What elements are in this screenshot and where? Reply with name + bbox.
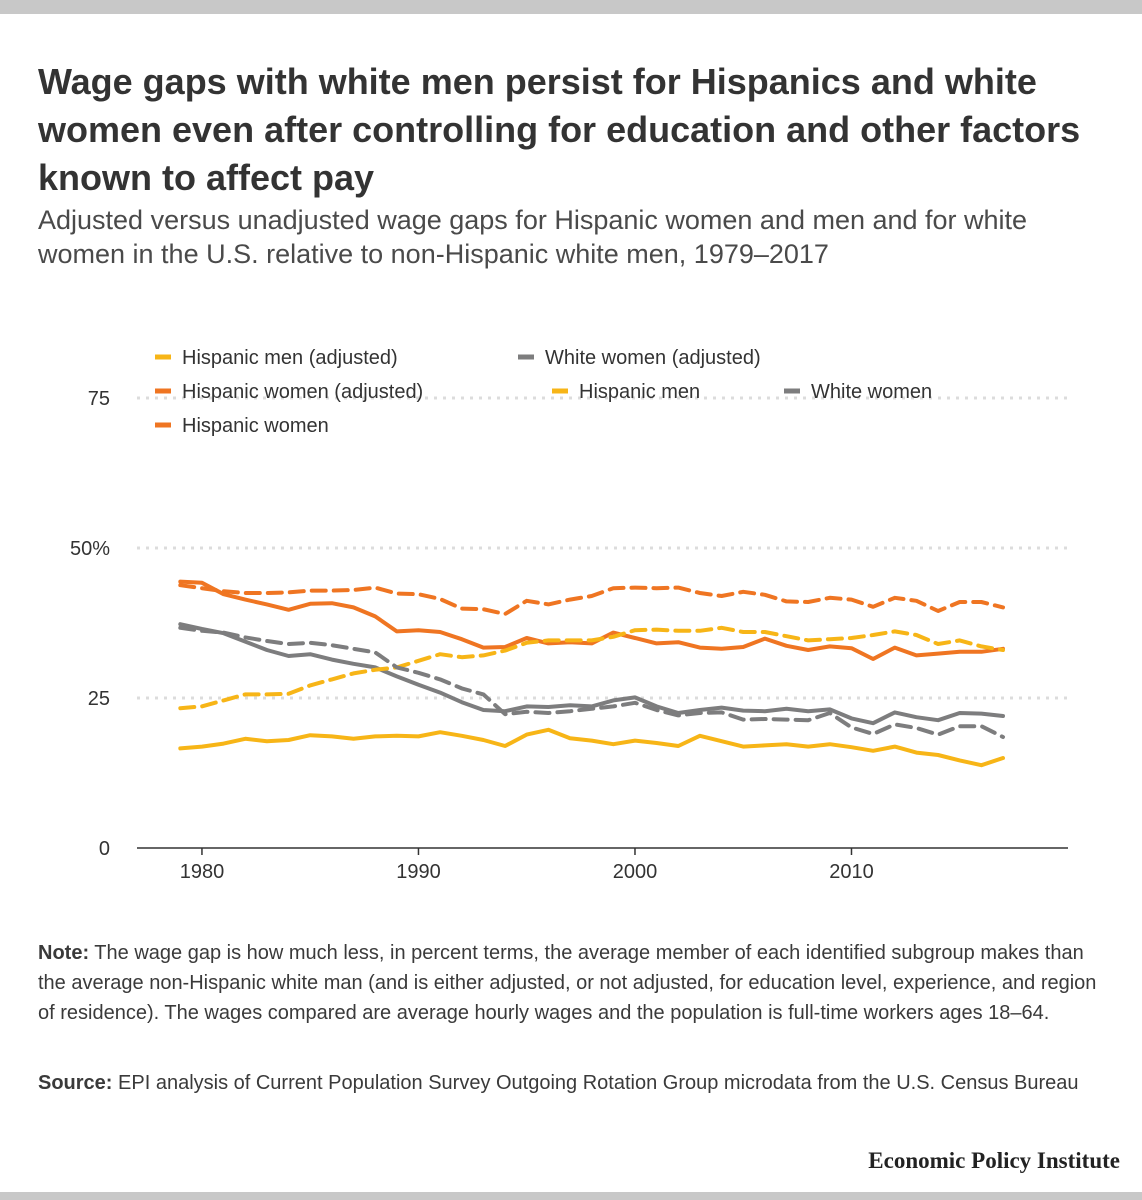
x-tick-label: 1980: [180, 861, 225, 883]
x-tick-label: 2000: [613, 861, 658, 883]
series-line-hispanic-men: [178, 625, 1005, 711]
series-line-white-women: [178, 625, 1005, 739]
legend-label: Hispanic women (adjusted): [182, 381, 423, 403]
legend-label: Hispanic men (adjusted): [182, 347, 398, 369]
series-line-white-women-adjusted: [178, 622, 1005, 726]
y-tick-label: 25: [88, 688, 110, 710]
chart-note: Note: The wage gap is how much less, in …: [38, 938, 1108, 1028]
bottom-border-bar: [0, 1192, 1142, 1200]
series-line-hispanic-women-adjusted: [178, 579, 1005, 661]
legend-label: Hispanic women: [182, 415, 329, 437]
source-label: Source:: [38, 1072, 113, 1094]
y-tick-label: 0: [99, 838, 110, 860]
brand-logo-text: Economic Policy Institute: [868, 1148, 1120, 1173]
x-tick-label: 1990: [396, 861, 441, 883]
line-chart: 0 25 50% 75 1980 1990 2000 2010 Hispanic men (ad…: [70, 347, 1068, 883]
legend-label: Hispanic men: [579, 381, 700, 403]
chart-subtitle: Adjusted versus unadjusted wage gaps for…: [38, 205, 1028, 269]
chart-source: Source: EPI analysis of Current Populati…: [38, 1068, 1108, 1098]
note-label: Note:: [38, 942, 90, 964]
series-line-hispanic-men-adjusted: [178, 727, 1005, 768]
top-border-bar: [0, 0, 1142, 14]
source-text: EPI analysis of Current Population Surve…: [112, 1072, 1079, 1094]
legend-label: White women: [811, 381, 932, 403]
y-tick-label: 50%: [70, 538, 110, 560]
y-tick-label: 75: [88, 388, 110, 410]
note-text: The wage gap is how much less, in percen…: [38, 942, 1097, 1024]
series-line-hispanic-women: [178, 583, 1005, 616]
chart-title: Wage gaps with white men persist for His…: [38, 61, 1081, 198]
x-tick-label: 2010: [829, 861, 874, 883]
legend-label: White women (adjusted): [545, 347, 761, 369]
